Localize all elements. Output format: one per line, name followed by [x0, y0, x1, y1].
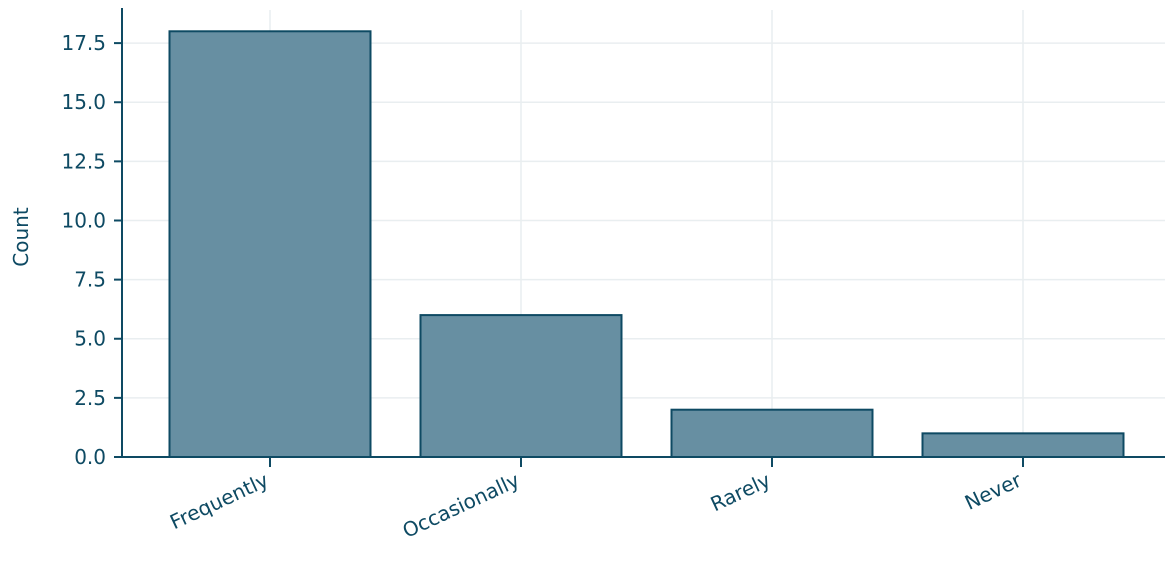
bar-frequently: [168, 30, 372, 459]
y-axis-label: Count: [9, 207, 33, 267]
y-tick-label: 12.5: [61, 149, 106, 173]
y-tick-label: 2.5: [74, 386, 106, 410]
y-tick-label: 17.5: [61, 31, 106, 55]
x-tick-label: Never: [961, 467, 1026, 514]
x-tick-label: Occasionally: [399, 468, 524, 543]
y-tick-label: 7.5: [74, 268, 106, 292]
x-tick-label: Rarely: [707, 468, 775, 517]
bar-never: [921, 432, 1125, 459]
axes: [114, 8, 1165, 467]
x-tick-label: Frequently: [166, 468, 272, 535]
y-tick-label: 10.0: [61, 208, 106, 232]
y-tick-label: 0.0: [74, 445, 106, 469]
bars: [168, 30, 1125, 459]
y-tick-label: 5.0: [74, 327, 106, 351]
bar-occasionally: [419, 314, 623, 458]
bar-rarely: [670, 408, 874, 459]
y-tick-label: 15.0: [61, 90, 106, 114]
